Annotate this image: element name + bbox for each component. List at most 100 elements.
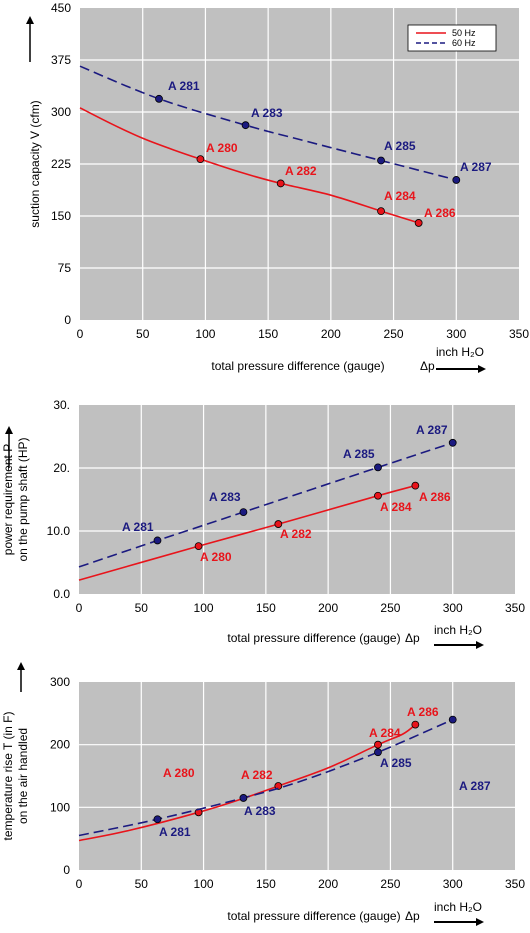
y-axis-label: on the air handled xyxy=(16,728,30,824)
y-tick-label: 300 xyxy=(51,105,71,119)
y-tick-label: 200 xyxy=(50,738,70,752)
data-point xyxy=(374,463,382,472)
x-tick-label: 200 xyxy=(321,327,341,341)
data-point xyxy=(239,794,248,802)
x-tick-label: 300 xyxy=(446,327,466,341)
plot-area xyxy=(79,405,515,594)
x-tick-label: 350 xyxy=(505,601,525,615)
x-tick-label: 300 xyxy=(443,601,463,615)
y-axis-label: suction capacity V (cfm) xyxy=(28,100,42,227)
point-label: A 281 xyxy=(122,520,154,534)
y-axis-label: temperature rise T (in F) xyxy=(1,712,15,841)
y-axis-label: on the pump shaft (HP) xyxy=(16,437,30,561)
x-tick-label: 100 xyxy=(195,327,215,341)
data-point xyxy=(448,438,457,447)
x-tick-label: 50 xyxy=(135,601,149,615)
x-tick-label: 0 xyxy=(77,327,84,341)
point-label: A 281 xyxy=(168,79,200,93)
point-label: A 283 xyxy=(244,804,276,818)
y-tick-label: 0 xyxy=(64,313,71,327)
x-tick-label: 150 xyxy=(258,327,278,341)
point-label: A 281 xyxy=(159,825,191,839)
point-label: A 286 xyxy=(419,490,451,504)
y-tick-label: 225 xyxy=(51,157,71,171)
data-point xyxy=(374,740,382,749)
y-tick-label: 20. xyxy=(53,461,70,475)
x-tick-label: 250 xyxy=(380,601,400,615)
data-point xyxy=(239,508,248,516)
x-tick-label: 200 xyxy=(318,877,338,891)
point-label: A 285 xyxy=(384,139,416,153)
x-axis-unit: inch H₂O xyxy=(436,345,484,359)
series-line-2 xyxy=(78,718,454,837)
x-axis-label: total pressure difference (gauge) xyxy=(227,631,400,645)
point-label: A 284 xyxy=(369,726,401,740)
x-axis-unit: inch H₂O xyxy=(434,623,482,637)
x-tick-label: 350 xyxy=(505,877,525,891)
x-tick-label: 200 xyxy=(318,601,338,615)
x-axis-label: total pressure difference (gauge) xyxy=(211,359,384,373)
data-point xyxy=(194,542,203,551)
data-point xyxy=(153,815,162,824)
x-tick-label: 50 xyxy=(135,877,149,891)
x-tick-label: 0 xyxy=(76,601,83,615)
x-axis-symbol: Δp xyxy=(405,631,420,645)
data-point xyxy=(196,155,205,164)
plot-area xyxy=(79,682,515,870)
x-axis-unit: inch H₂O xyxy=(434,900,482,914)
data-point xyxy=(241,121,250,130)
point-label: A 280 xyxy=(163,766,195,780)
x-tick-label: 250 xyxy=(380,877,400,891)
x-tick-label: 150 xyxy=(256,877,276,891)
point-label: A 286 xyxy=(407,705,439,719)
point-label: A 286 xyxy=(424,206,456,220)
data-point xyxy=(374,491,382,500)
y-axis-label: power requirement P xyxy=(1,444,15,555)
series-line-1 xyxy=(78,484,416,581)
x-tick-label: 300 xyxy=(443,877,463,891)
x-tick-label: 100 xyxy=(194,601,214,615)
x-tick-label: 150 xyxy=(256,601,276,615)
point-label: A 284 xyxy=(380,500,412,514)
point-label: A 280 xyxy=(200,550,232,564)
y-tick-label: 30. xyxy=(53,398,70,412)
data-point xyxy=(153,536,162,545)
point-label: A 282 xyxy=(241,768,273,782)
data-point xyxy=(411,481,420,490)
point-label: A 287 xyxy=(460,160,492,174)
point-label: A 283 xyxy=(251,106,283,120)
point-label: A 285 xyxy=(343,447,375,461)
data-point xyxy=(377,207,385,216)
x-axis-symbol: Δp xyxy=(420,359,435,373)
chart-1: 0 50 100 150 200 250 300 350 0 75 150 225 300 375 450 A… xyxy=(26,1,529,373)
point-label: A 282 xyxy=(280,527,312,541)
data-point xyxy=(276,179,285,188)
y-tick-label: 300 xyxy=(50,675,70,689)
legend-label: 60 Hz xyxy=(452,38,476,48)
y-tick-label: 0 xyxy=(63,863,70,877)
data-point xyxy=(274,520,283,528)
x-tick-label: 250 xyxy=(384,327,404,341)
data-point xyxy=(414,219,423,227)
x-axis-label: total pressure difference (gauge) xyxy=(227,909,400,923)
point-label: A 282 xyxy=(285,164,317,178)
series-line-1 xyxy=(79,107,419,224)
y-tick-label: 10.0 xyxy=(47,524,71,538)
legend-box xyxy=(407,24,497,52)
data-point xyxy=(274,782,283,790)
data-point xyxy=(155,94,163,103)
point-label: A 287 xyxy=(459,779,491,793)
data-point xyxy=(452,176,461,184)
data-point xyxy=(411,720,420,729)
point-label: A 284 xyxy=(384,189,416,203)
chart-3: 0 50 100 150 200 250 300 350 0 100 200 300 A 280 A 28… xyxy=(1,662,525,926)
x-axis-symbol: Δp xyxy=(405,909,420,923)
point-label: A 285 xyxy=(380,756,412,770)
point-label: A 287 xyxy=(416,423,448,437)
data-point xyxy=(377,156,385,165)
y-tick-label: 0.0 xyxy=(53,587,70,601)
series-line-2 xyxy=(79,65,457,181)
point-label: A 283 xyxy=(209,490,241,504)
legend-label: 50 Hz xyxy=(452,28,476,38)
